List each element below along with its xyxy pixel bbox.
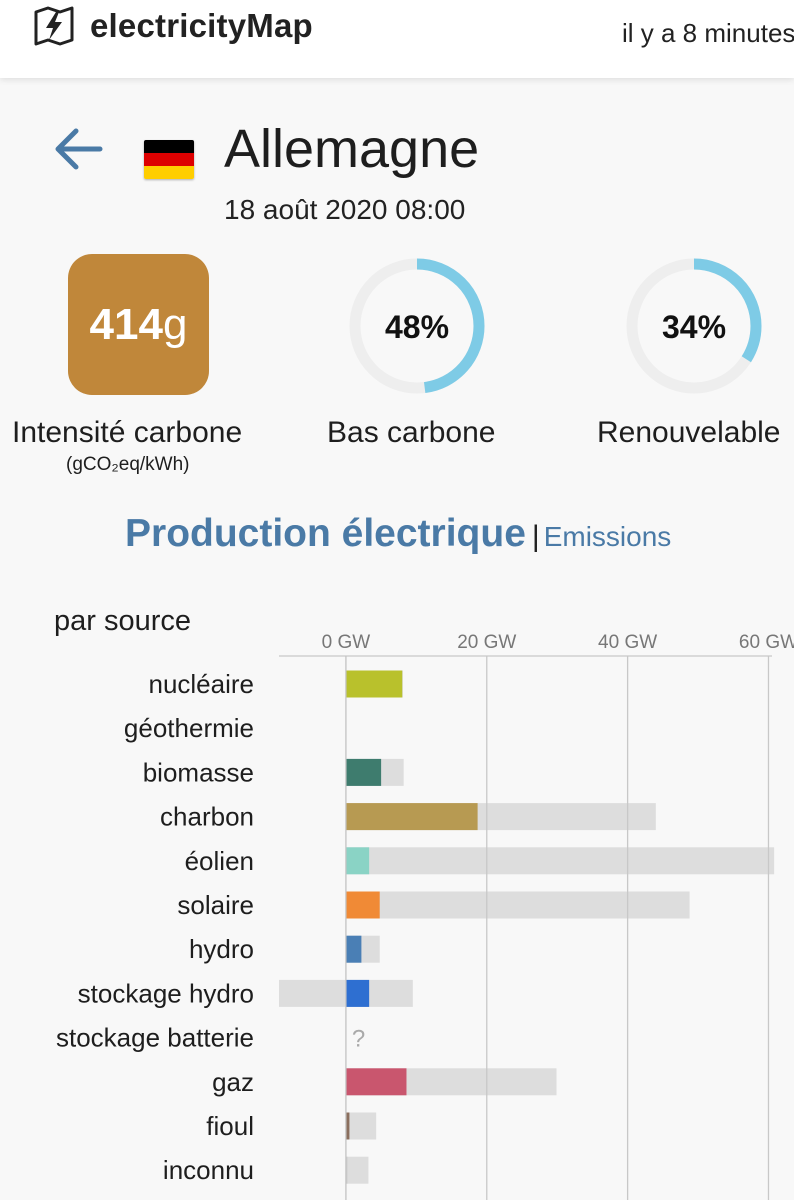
carbon-intensity-badge: 414 g [68, 254, 209, 395]
x-tick-label: 40 GW [598, 632, 657, 653]
production-bar [345, 758, 382, 786]
gauge-fill [349, 258, 485, 394]
production-by-source-chart: 0 GW 20 GW 40 GW 60 GW nucléaire géothermie bi… [56, 632, 794, 1200]
source-label: hydro [189, 934, 254, 964]
flag-stripe [144, 166, 194, 179]
source-label: gaz [212, 1067, 254, 1097]
renewable-gauge: 34% [626, 258, 762, 394]
x-tick-label: 0 GW [322, 632, 371, 653]
source-label: inconnu [163, 1155, 254, 1185]
source-label: fioul [206, 1111, 254, 1141]
source-label: solaire [177, 890, 254, 920]
source-label: charbon [160, 802, 254, 832]
electricity-map-logo-icon [34, 6, 74, 46]
app-logo[interactable]: electricityMap [32, 4, 313, 48]
last-updated-text: il y a 8 minutes [622, 18, 794, 48]
flag-stripe [144, 140, 194, 153]
source-label: éolien [185, 846, 254, 876]
source-label: stockage batterie [56, 1023, 254, 1053]
top-bar: electricityMap il y a 8 minutes [0, 0, 794, 78]
production-bar [345, 1156, 348, 1184]
production-bar [345, 1068, 407, 1096]
source-label: biomasse [143, 757, 254, 787]
germany-flag-icon [144, 140, 194, 179]
carbon-intensity-unit-label: (gCO₂eq/kWh) [66, 454, 190, 475]
production-bar [345, 670, 403, 698]
capacity-bar [345, 1112, 377, 1140]
tab-separator: | [531, 520, 540, 553]
chart-title: par source [54, 605, 192, 637]
carbon-intensity-value: 414 [89, 299, 163, 349]
source-label: nucléaire [148, 669, 254, 699]
missing-data-marker: ? [352, 1026, 365, 1053]
tab-production[interactable]: Production électrique [125, 512, 526, 555]
production-bar [345, 803, 478, 831]
production-bar [345, 891, 380, 919]
low-carbon-percent: 48% [385, 309, 449, 345]
x-tick-label: 60 GW [739, 632, 794, 653]
gauge-fill [626, 258, 762, 394]
tab-emissions[interactable]: Emissions [543, 521, 672, 552]
renewable-percent: 34% [662, 309, 726, 345]
carbon-intensity-unit: g [162, 299, 188, 349]
carbon-intensity-label: Intensité carbone [12, 416, 243, 449]
production-emissions-tabs: Production électrique | Emissions [125, 512, 671, 556]
x-tick-label: 20 GW [457, 632, 516, 653]
capacity-bar [345, 847, 775, 875]
back-arrow-icon[interactable] [52, 126, 106, 172]
renewable-label: Renouvelable [597, 416, 781, 449]
flag-stripe [144, 153, 194, 166]
capacity-bar [345, 1156, 369, 1184]
country-name: Allemagne [224, 119, 480, 179]
datetime-text: 18 août 2020 08:00 [224, 194, 466, 225]
production-bar [345, 847, 370, 875]
low-carbon-label: Bas carbone [327, 416, 496, 449]
source-label: stockage hydro [78, 978, 254, 1008]
production-bar [345, 1112, 350, 1140]
production-bar [345, 935, 362, 963]
source-label: géothermie [124, 713, 254, 743]
app-name: electricityMap [90, 7, 313, 44]
production-bar [345, 979, 370, 1007]
low-carbon-gauge: 48% [349, 258, 485, 394]
capacity-bar [345, 891, 690, 919]
